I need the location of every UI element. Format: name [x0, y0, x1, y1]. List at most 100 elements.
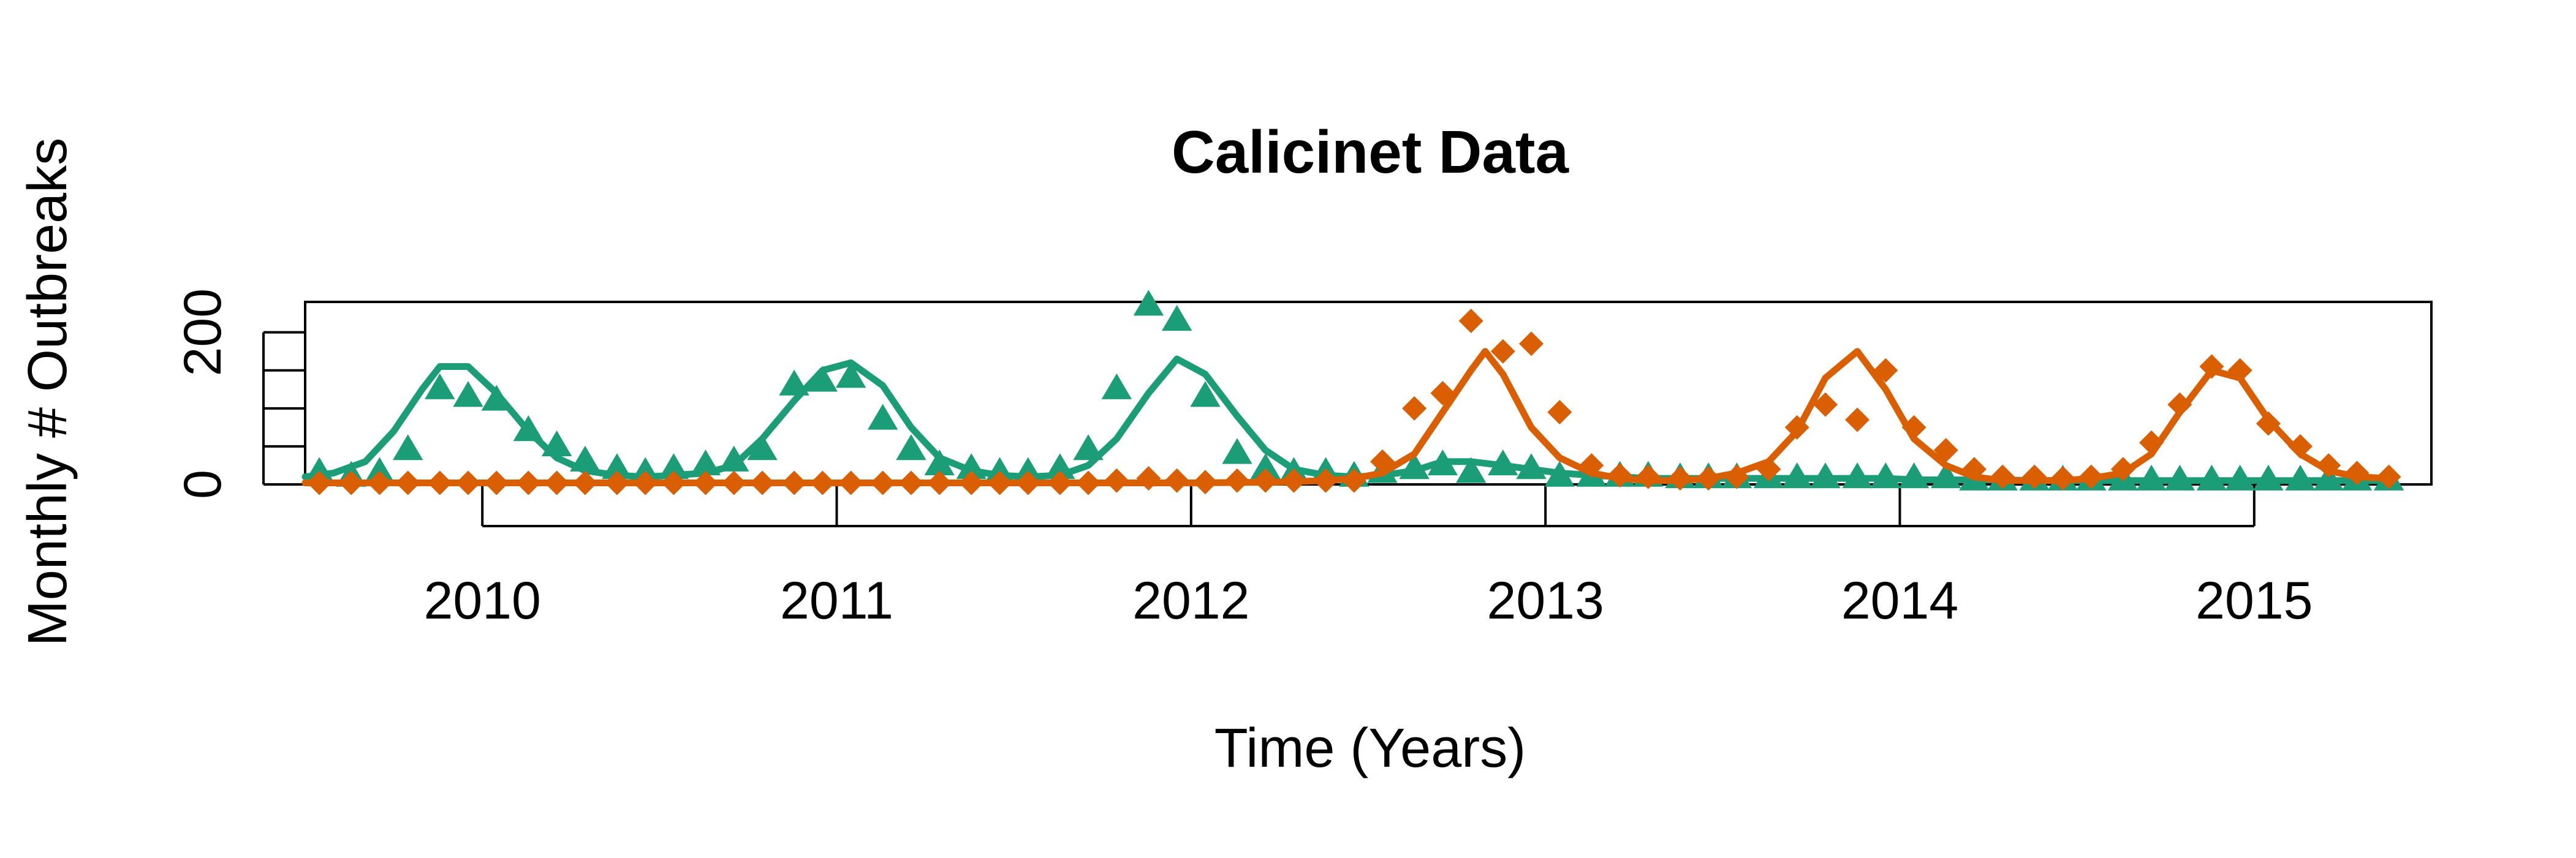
series-1-point	[1870, 462, 1901, 489]
series-1-point	[2136, 464, 2167, 491]
series-2-point	[2167, 392, 2192, 417]
series-1-point	[1133, 290, 1164, 316]
series-2-point	[544, 470, 569, 495]
series-2-point	[2139, 430, 2164, 455]
series-2-point	[2078, 464, 2104, 489]
series-2-point	[1873, 358, 1898, 383]
series-2-point	[838, 470, 863, 495]
series-2-point	[661, 470, 686, 495]
series-1-point	[1222, 438, 1252, 464]
x-tick-label: 2012	[1132, 571, 1249, 630]
series-2-point	[2316, 453, 2341, 478]
y-axis: 0 200	[173, 288, 305, 499]
series-1-point	[1045, 453, 1075, 480]
series-2-point	[1756, 457, 1781, 482]
series-2-point	[1667, 466, 1692, 491]
x-tick-label: 2011	[780, 571, 893, 630]
series-2-point	[1490, 339, 1515, 364]
series-1-point	[2285, 464, 2316, 491]
series-2-point	[427, 470, 452, 495]
series-1-point	[1399, 453, 1430, 480]
series-2-point	[1164, 468, 1189, 493]
series-2-point	[2050, 466, 2075, 491]
series-1-point	[2253, 464, 2284, 491]
series-2-point	[1961, 457, 1987, 482]
series-1-point	[602, 453, 632, 480]
x-tick-label: 2010	[424, 571, 541, 630]
series-1-point	[747, 434, 778, 461]
x-axis-label: Time (Years)	[1214, 718, 1526, 779]
series-2-point	[1253, 468, 1278, 493]
series-2-point	[1341, 468, 1366, 493]
x-tick-label: 2013	[1487, 571, 1604, 630]
series-1-point	[425, 373, 455, 399]
series-1-point	[2164, 464, 2195, 491]
series-2-point	[1225, 468, 1250, 493]
series-1-point	[570, 445, 600, 472]
series-2-point	[1104, 468, 1129, 493]
series-2-point	[2110, 457, 2135, 482]
series-2-point	[1076, 470, 1101, 495]
series-1-point	[513, 415, 544, 442]
series-2-point	[1015, 470, 1040, 495]
series-2-point	[2344, 461, 2370, 486]
x-tick-label: 2014	[1841, 571, 1958, 630]
series-2-point	[307, 470, 332, 495]
series-2-point	[987, 470, 1012, 495]
series-2-point	[1696, 466, 1721, 491]
series-2-point	[1281, 468, 1306, 493]
series-2-point	[1313, 468, 1338, 493]
series-1-point	[1898, 462, 1930, 489]
series-2-point	[633, 470, 658, 495]
x-axis: 2010 2011 2012 2013 2014 2015	[424, 484, 2313, 630]
series-2-point	[456, 470, 481, 495]
series-1-point	[1250, 453, 1281, 480]
series-2-point	[367, 470, 392, 495]
series-2-point	[484, 470, 509, 495]
series-1-point	[896, 434, 926, 461]
series-2-point	[1724, 464, 1749, 489]
series-1-point	[2225, 464, 2256, 491]
series-2-point	[959, 470, 984, 495]
series-1-point	[2196, 464, 2227, 491]
series-1-point	[1488, 449, 1518, 476]
series-2-point	[2022, 464, 2047, 489]
series-2-point	[2199, 354, 2224, 379]
plot-frame	[304, 301, 2433, 486]
series-1-point	[779, 369, 809, 396]
series-1-point	[867, 404, 898, 430]
series-1-point	[658, 453, 689, 480]
series-2-point	[1845, 407, 1870, 432]
series-1-point	[1810, 462, 1841, 489]
series-1-point	[1162, 305, 1192, 331]
plot-series	[301, 290, 2404, 495]
series-1-point	[1073, 434, 1104, 461]
series-1-point	[1544, 461, 1575, 487]
series-2-point	[395, 470, 420, 495]
series-2-point	[750, 470, 775, 495]
series-1-point	[1013, 457, 1044, 483]
series-2-point	[339, 470, 364, 495]
series-2-point	[721, 470, 746, 495]
x-tick-label: 2015	[2195, 571, 2313, 630]
series-1-point	[1930, 462, 1961, 489]
series-2-point	[1635, 464, 1661, 489]
series-1-point	[807, 366, 838, 392]
series-2-point	[1402, 396, 1427, 421]
series-1-point	[1101, 373, 1132, 399]
series-2-point	[927, 470, 952, 495]
series-2-point	[1579, 453, 1604, 478]
series-2-point	[870, 470, 895, 495]
series-1-point	[1842, 462, 1873, 489]
series-1-point	[924, 449, 955, 476]
series-1-point	[835, 362, 866, 388]
series-1-point	[956, 453, 987, 480]
series-1-point	[690, 449, 721, 476]
series-1-point	[393, 434, 423, 461]
series-2-point	[1458, 309, 1483, 334]
series-2-point	[2376, 464, 2401, 489]
series-2-point	[1047, 470, 1072, 495]
series-2-point	[2256, 411, 2281, 436]
series-1-point	[481, 385, 512, 411]
series-2-point	[1813, 392, 1838, 417]
